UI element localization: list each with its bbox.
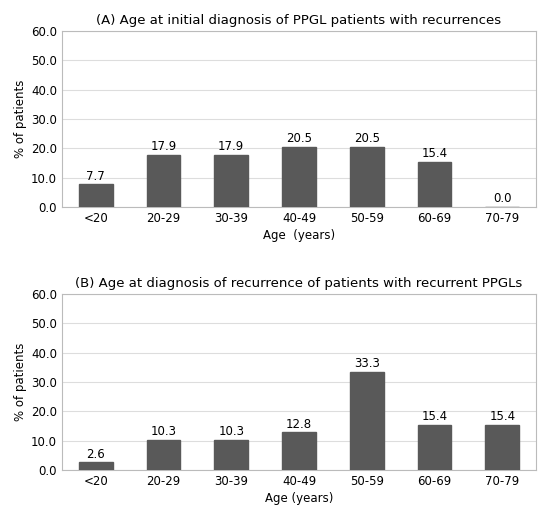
Title: (B) Age at diagnosis of recurrence of patients with recurrent PPGLs: (B) Age at diagnosis of recurrence of pa… [75,277,522,290]
Text: 17.9: 17.9 [218,140,244,153]
Y-axis label: % of patients: % of patients [14,343,27,421]
Text: 15.4: 15.4 [421,410,448,423]
Bar [282,432,316,470]
Bar [417,425,452,470]
Bar [282,147,316,207]
Text: 10.3: 10.3 [151,425,177,438]
Text: 0.0: 0.0 [493,193,512,206]
Text: 20.5: 20.5 [354,132,380,145]
Text: 7.7: 7.7 [86,170,105,183]
Text: 17.9: 17.9 [150,140,177,153]
Bar [79,184,113,207]
Bar [214,155,248,207]
Bar [147,440,180,470]
Bar [350,372,384,470]
Title: (A) Age at initial diagnosis of PPGL patients with recurrences: (A) Age at initial diagnosis of PPGL pat… [96,14,502,27]
X-axis label: Age  (years): Age (years) [263,229,335,242]
Text: 15.4: 15.4 [489,410,515,423]
Bar [350,147,384,207]
Text: 33.3: 33.3 [354,358,380,371]
Text: 12.8: 12.8 [286,418,312,431]
Text: 10.3: 10.3 [218,425,244,438]
Bar [417,162,452,207]
X-axis label: Age (years): Age (years) [265,492,333,505]
Bar [485,425,519,470]
Text: 2.6: 2.6 [86,448,105,461]
Bar [79,462,113,470]
Text: 15.4: 15.4 [421,147,448,160]
Y-axis label: % of patients: % of patients [14,80,27,158]
Bar [147,155,180,207]
Bar [214,440,248,470]
Text: 20.5: 20.5 [286,132,312,145]
